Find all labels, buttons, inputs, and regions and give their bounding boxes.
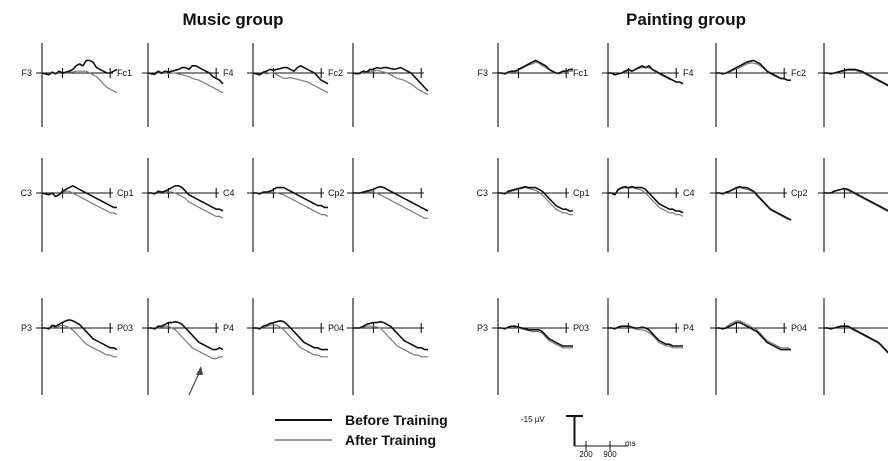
painting-r2c2-after-trace: [608, 187, 684, 217]
music-r2c4-before-trace: [353, 185, 429, 212]
painting-r2c1-before-trace: [498, 185, 573, 212]
scale-bar: -15 µV 200 900 ms: [521, 415, 636, 459]
legend: Before Training After Training: [275, 412, 448, 448]
music-r1c4-after-trace: [352, 69, 429, 96]
painting-r2c1-left-label: C3: [476, 188, 488, 198]
music-r3c1-left-label: P3: [21, 323, 32, 333]
painting-r3c3-right-label: P04: [791, 323, 807, 333]
painting-r1c2-before-trace: [608, 65, 684, 85]
painting-r1c2-right-label: F4: [683, 68, 694, 78]
music-r3c4-after-trace: [353, 325, 428, 358]
painting-r1c1-after-trace: [498, 61, 573, 75]
painting-r2c2-right-label: C4: [683, 188, 695, 198]
painting-r1c4-before-trace: [824, 68, 888, 87]
painting-r2c3-before-trace: [716, 185, 792, 221]
music-r3c2-after-trace: [148, 325, 223, 360]
arrow-annotation: [188, 366, 203, 396]
scale-tick-2-label: 900: [603, 450, 617, 459]
music-r1c1-right-label: Fc1: [117, 68, 132, 78]
painting-r1c3-right-label: Fc2: [791, 68, 806, 78]
painting-r3c4-before-trace: [824, 325, 888, 354]
music-r1c2-right-label: F4: [223, 68, 234, 78]
music-r2c1-right-label: Cp1: [117, 188, 134, 198]
painting-r3c1-right-label: P03: [573, 323, 589, 333]
painting-r3c3-before-trace: [716, 321, 791, 351]
erp-panels: F3 Fc1 F4 Fc2 C3 Cp1 C4 Cp2 P3 P03 P4 P04 F3 Fc1 F4 Fc2…: [20, 43, 888, 395]
music-r2c3-before-trace: [253, 186, 328, 209]
music-r1c2-before-trace: [147, 65, 224, 85]
music-group-title: Music group: [182, 10, 283, 29]
music-r1c3-after-trace: [252, 72, 329, 94]
scale-tick-1-label: 200: [579, 450, 593, 459]
scale-amplitude-label: -15 µV: [521, 415, 545, 424]
music-r2c3-right-label: Cp2: [328, 188, 345, 198]
music-r1c1-before-trace: [41, 59, 118, 76]
music-r1c4-before-trace: [352, 66, 429, 92]
music-r3c1-after-trace: [42, 324, 117, 358]
music-r2c2-right-label: C4: [223, 188, 235, 198]
painting-r1c2-after-trace: [608, 66, 684, 85]
music-r3c2-before-trace: [148, 320, 224, 351]
painting-group-title: Painting group: [626, 10, 746, 29]
painting-r1c1-before-trace: [498, 59, 573, 75]
music-r2c2-after-trace: [148, 190, 224, 219]
painting-r2c2-before-trace: [608, 185, 684, 214]
scale-unit-label: ms: [625, 439, 636, 448]
music-r3c3-right-label: P04: [328, 323, 344, 333]
music-r1c3-before-trace: [252, 65, 329, 85]
painting-r2c1-right-label: Cp1: [573, 188, 590, 198]
legend-before-label: Before Training: [345, 412, 448, 428]
painting-r2c3-right-label: Cp2: [791, 188, 808, 198]
music-r1c1-after-trace: [41, 70, 118, 94]
painting-r3c2-before-trace: [608, 325, 683, 347]
music-r3c1-before-trace: [42, 319, 118, 351]
music-r3c3-before-trace: [253, 319, 328, 351]
legend-after-label: After Training: [345, 432, 436, 448]
painting-r1c3-before-trace: [716, 59, 791, 81]
painting-r1c1-left-label: F3: [477, 68, 488, 78]
painting-r3c2-right-label: P4: [683, 323, 694, 333]
arrow-head: [196, 366, 203, 375]
painting-r1c1-right-label: Fc1: [573, 68, 588, 78]
painting-r3c1-before-trace: [498, 325, 573, 347]
music-r3c2-right-label: P4: [223, 323, 234, 333]
music-r3c1-right-label: P03: [117, 323, 133, 333]
music-r3c3-after-trace: [253, 323, 328, 358]
music-r2c1-left-label: C3: [20, 188, 32, 198]
music-r2c1-before-trace: [41, 185, 117, 209]
music-r3c4-before-trace: [353, 320, 428, 351]
painting-r3c1-left-label: P3: [477, 323, 488, 333]
painting-r2c1-after-trace: [498, 187, 573, 216]
painting-r3c3-after-trace: [716, 320, 792, 351]
music-r1c1-left-label: F3: [21, 68, 32, 78]
painting-r2c4-before-trace: [824, 187, 888, 212]
music-r1c3-right-label: Fc2: [328, 68, 343, 78]
music-r2c2-before-trace: [148, 185, 224, 212]
